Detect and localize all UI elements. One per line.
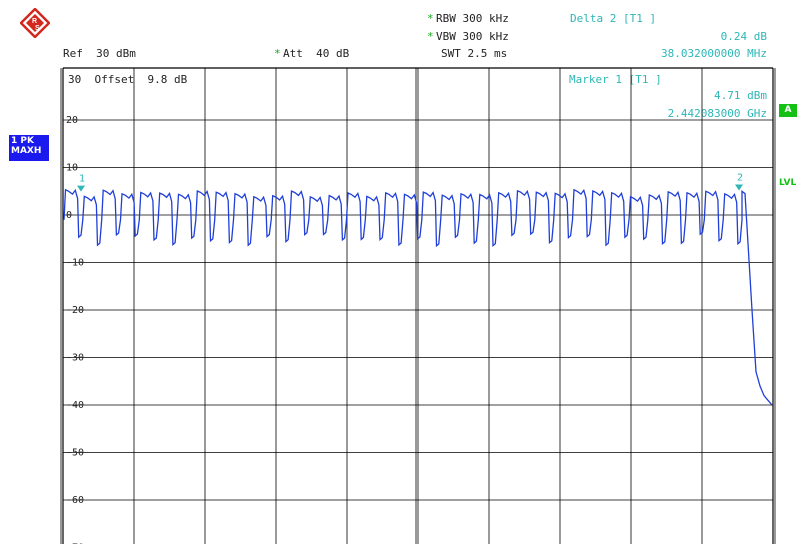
marker-1-frequency: 2.442083000 GHz [667,107,767,120]
attenuation-readout: Att 40 dB [283,47,350,60]
offset-readout: 30 Offset 9.8 dB [68,73,188,86]
rbw-readout: RBW 300 kHz [436,12,509,25]
marker-1-symbol [77,185,85,192]
plot-grid [60,67,776,544]
att-star: * [274,47,281,60]
y-tick-label: 10 [66,163,78,174]
rbw-star: * [427,12,434,25]
trace-mode-badge: 1 PK MAXH [9,135,49,161]
y-tick-label: -50 [66,448,84,459]
y-tick-label: 0 [66,210,72,221]
svg-text:S: S [35,25,40,32]
trace-mode-line-1: 1 PK [11,136,34,146]
svg-text:R: R [32,18,37,25]
reference-level-readout: Ref 30 dBm [63,47,136,60]
y-tick-label: -30 [66,353,84,364]
delta-marker-frequency: 38.032000000 MHz [661,47,767,60]
marker-2-label: 2 [737,172,743,183]
delta-marker-title: Delta 2 [T1 ] [570,12,657,25]
y-tick-label: -70 [66,543,84,544]
y-tick-label: -20 [66,305,84,316]
rs-logo: R S [19,7,51,39]
marker-1-value: 4.71 dBm [714,89,767,102]
a-badge: A [779,104,797,117]
marker-2-symbol [735,184,743,191]
lvl-badge: LVL [779,178,797,188]
marker-1-label: 1 [79,174,85,185]
marker-1-title: Marker 1 [T1 ] [569,73,662,86]
y-tick-labels: 20 10 0 -10 -20 -30 -40 -50 -60 -70 [66,115,84,544]
sweep-time-readout: SWT 2.5 ms [441,47,508,60]
y-tick-label: 20 [66,115,78,126]
trace-mode-line-2: MAXH [11,146,42,156]
vbw-star: * [427,30,434,43]
delta-marker-value: 0.24 dB [720,30,767,43]
y-tick-label: -10 [66,258,84,269]
y-tick-label: -40 [66,400,84,411]
y-tick-label: -60 [66,495,84,506]
vbw-readout: VBW 300 kHz [436,30,509,43]
trace-1 [63,188,773,406]
